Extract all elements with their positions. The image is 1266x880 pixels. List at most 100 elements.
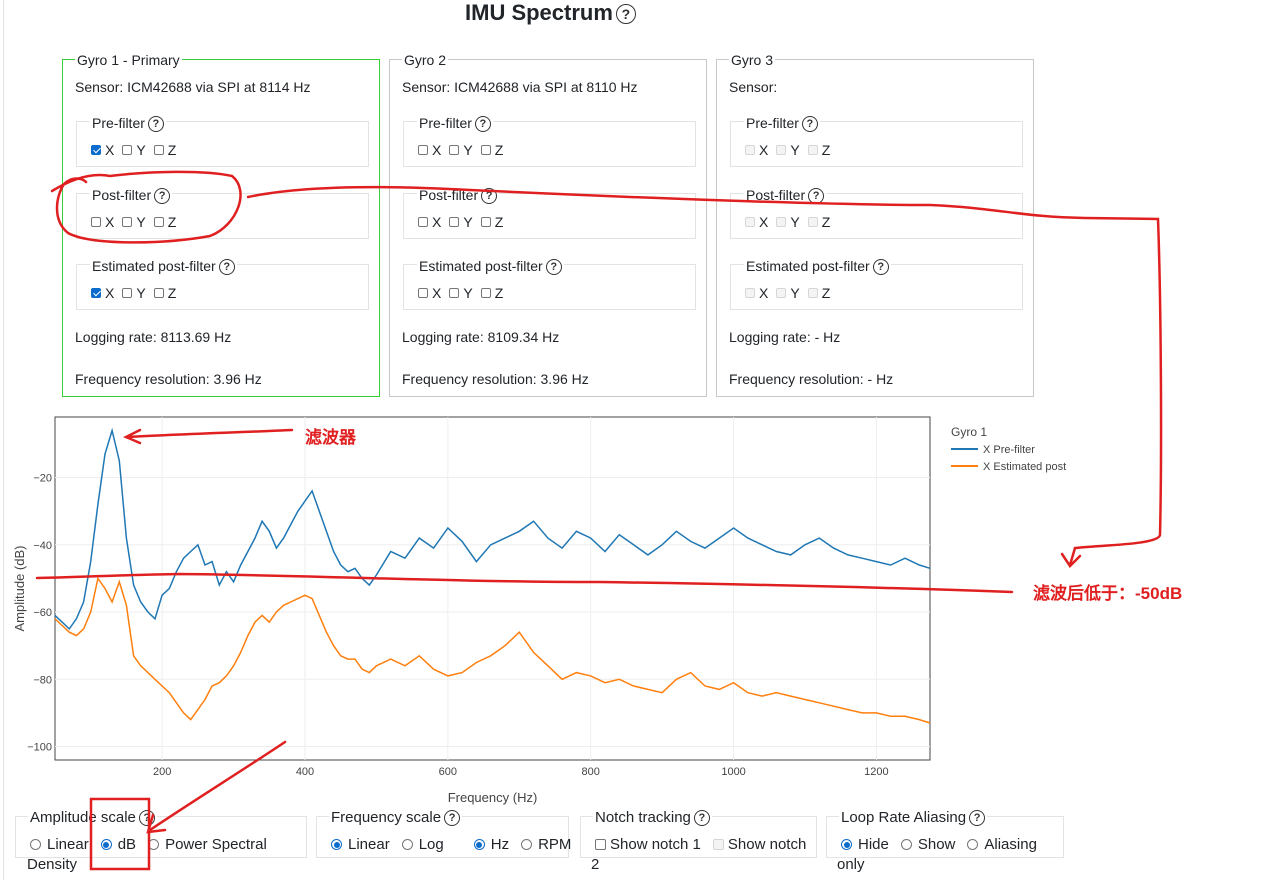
- notch-tracking-group: Notch tracking? Show notch 1 Show notch: [580, 809, 817, 858]
- x-tick-label: 600: [439, 766, 457, 778]
- axis-group-title: Pre-filter: [92, 115, 145, 131]
- checkbox-x[interactable]: [418, 288, 428, 298]
- frequency-scale-1-radio[interactable]: [401, 839, 413, 850]
- axis-group-estimated-post-filter: Estimated post-filter? X Y Z: [730, 258, 1023, 310]
- logging-rate: Logging rate: - Hz: [729, 329, 841, 345]
- x-tick-label: 1200: [864, 766, 888, 778]
- checkbox-label-z: Z: [494, 142, 504, 158]
- checkbox-x[interactable]: [91, 288, 101, 298]
- x-tick-label: 200: [153, 766, 171, 778]
- frequency-scale-0-label: Linear: [348, 836, 390, 853]
- checkbox-x[interactable]: [418, 145, 428, 155]
- amplitude-0-label: Linear: [47, 836, 89, 853]
- checkbox-y: [776, 217, 787, 227]
- help-icon[interactable]: ?: [872, 259, 889, 276]
- help-icon[interactable]: ?: [444, 810, 461, 827]
- help-icon[interactable]: ?: [801, 116, 818, 133]
- aliasing-1-radio[interactable]: [900, 839, 912, 850]
- gyro-panel-2: Gyro 2 Sensor: ICM42688 via SPI at 8110 H…: [389, 52, 707, 397]
- axis-group-title: Estimated post-filter: [419, 258, 543, 274]
- amplitude-1-label: dB: [117, 836, 137, 853]
- help-icon[interactable]: ?: [138, 810, 155, 827]
- checkbox-label-y: Y: [136, 285, 146, 301]
- help-icon[interactable]: ?: [969, 810, 986, 827]
- help-icon[interactable]: ?: [218, 259, 235, 276]
- y-tick-label: −40: [33, 540, 52, 552]
- checkbox-x[interactable]: [418, 217, 428, 227]
- x-axis-label: Frequency (Hz): [448, 790, 538, 805]
- filter-annotation: 滤波器: [305, 428, 356, 447]
- help-icon[interactable]: ?: [615, 4, 636, 25]
- sensor-info: Sensor: ICM42688 via SPI at 8114 Hz: [75, 79, 311, 95]
- logging-rate: Logging rate: 8113.69 Hz: [75, 329, 232, 345]
- amplitude-0-radio[interactable]: [30, 839, 41, 850]
- checkbox-y[interactable]: [122, 145, 133, 155]
- x-tick-label: 800: [582, 766, 600, 778]
- checkbox-label-z: Z: [167, 285, 177, 301]
- checkbox-label-x: X: [759, 285, 769, 301]
- loop-rate-aliasing-title: Loop Rate Aliasing: [841, 809, 967, 826]
- legend-title: Gyro 1: [951, 425, 987, 439]
- frequency-scale-1-label: Log: [418, 836, 444, 853]
- axis-group-post-filter: Post-filter? X Y Z: [76, 187, 369, 239]
- amplitude-1-radio[interactable]: [100, 839, 112, 850]
- y-axis-label: Amplitude (dB): [12, 546, 27, 632]
- y-tick-label: −20: [33, 473, 52, 485]
- checkbox-label-y: Y: [136, 214, 146, 230]
- checkbox-x[interactable]: [91, 145, 101, 155]
- frequency-unit-0-radio[interactable]: [473, 839, 485, 850]
- help-icon[interactable]: ?: [693, 810, 710, 827]
- help-icon[interactable]: ?: [808, 188, 825, 205]
- help-icon[interactable]: ?: [481, 188, 498, 205]
- help-icon[interactable]: ?: [545, 259, 562, 276]
- checkbox-label-y: Y: [463, 142, 473, 158]
- gyro-panel-title: Gyro 3: [729, 52, 776, 68]
- checkbox-label-y: Y: [463, 214, 473, 230]
- filter-arrow: [126, 428, 294, 439]
- checkbox-label-y: Y: [790, 285, 800, 301]
- axis-group-title: Post-filter: [419, 187, 479, 203]
- axis-group-estimated-post-filter: Estimated post-filter? X Y Z: [76, 258, 369, 310]
- help-icon[interactable]: ?: [474, 116, 491, 133]
- help-icon[interactable]: ?: [154, 188, 171, 205]
- checkbox-label-y: Y: [463, 285, 473, 301]
- checkbox-z[interactable]: [480, 145, 491, 155]
- frequency-scale-0-radio[interactable]: [331, 839, 342, 850]
- checkbox-x[interactable]: [91, 217, 101, 227]
- checkbox-z[interactable]: [480, 288, 491, 298]
- axis-group-post-filter: Post-filter? X Y Z: [403, 187, 696, 239]
- aliasing-2-radio[interactable]: [967, 839, 979, 850]
- checkbox-z[interactable]: [480, 217, 491, 227]
- notch-0-checkbox[interactable]: [595, 839, 606, 850]
- checkbox-z: [807, 288, 818, 298]
- axis-group-post-filter: Post-filter? X Y Z: [730, 187, 1023, 239]
- checkbox-label-z: Z: [821, 142, 831, 158]
- axis-group-title: Estimated post-filter: [746, 258, 870, 274]
- x-tick-label: 1000: [721, 766, 745, 778]
- checkbox-y[interactable]: [449, 288, 460, 298]
- frequency-unit-1-radio[interactable]: [521, 839, 533, 850]
- checkbox-z[interactable]: [153, 217, 164, 227]
- checkbox-y[interactable]: [449, 217, 460, 227]
- frequency-resolution: Frequency resolution: - Hz: [729, 371, 894, 387]
- checkbox-z[interactable]: [153, 145, 164, 155]
- aliasing-0-radio[interactable]: [841, 839, 852, 850]
- frequency-unit-1-label: RPM: [538, 836, 572, 853]
- amplitude-2-radio[interactable]: [148, 839, 160, 850]
- checkbox-y[interactable]: [122, 217, 133, 227]
- page-title-text: IMU Spectrum: [465, 0, 613, 25]
- checkbox-y[interactable]: [122, 288, 133, 298]
- below-50db-annotation: 滤波后低于：-50dB: [1033, 584, 1183, 603]
- checkbox-label-x: X: [105, 142, 115, 158]
- sensor-info: Sensor: ICM42688 via SPI at 8110 Hz: [402, 79, 638, 95]
- help-icon[interactable]: ?: [147, 116, 164, 133]
- amplitude-option-wrap: Density: [27, 856, 78, 873]
- series-line-pre-filter: [54, 427, 931, 631]
- checkbox-x: [745, 145, 755, 155]
- notch-0-label: Show notch 1: [610, 836, 701, 853]
- frequency-scale-title: Frequency scale: [331, 809, 442, 826]
- loop-rate-aliasing-group: Loop Rate Aliasing? Hide Show Aliasing: [826, 809, 1064, 858]
- checkbox-y[interactable]: [449, 145, 460, 155]
- y-tick-label: −100: [27, 742, 52, 754]
- checkbox-z[interactable]: [153, 288, 164, 298]
